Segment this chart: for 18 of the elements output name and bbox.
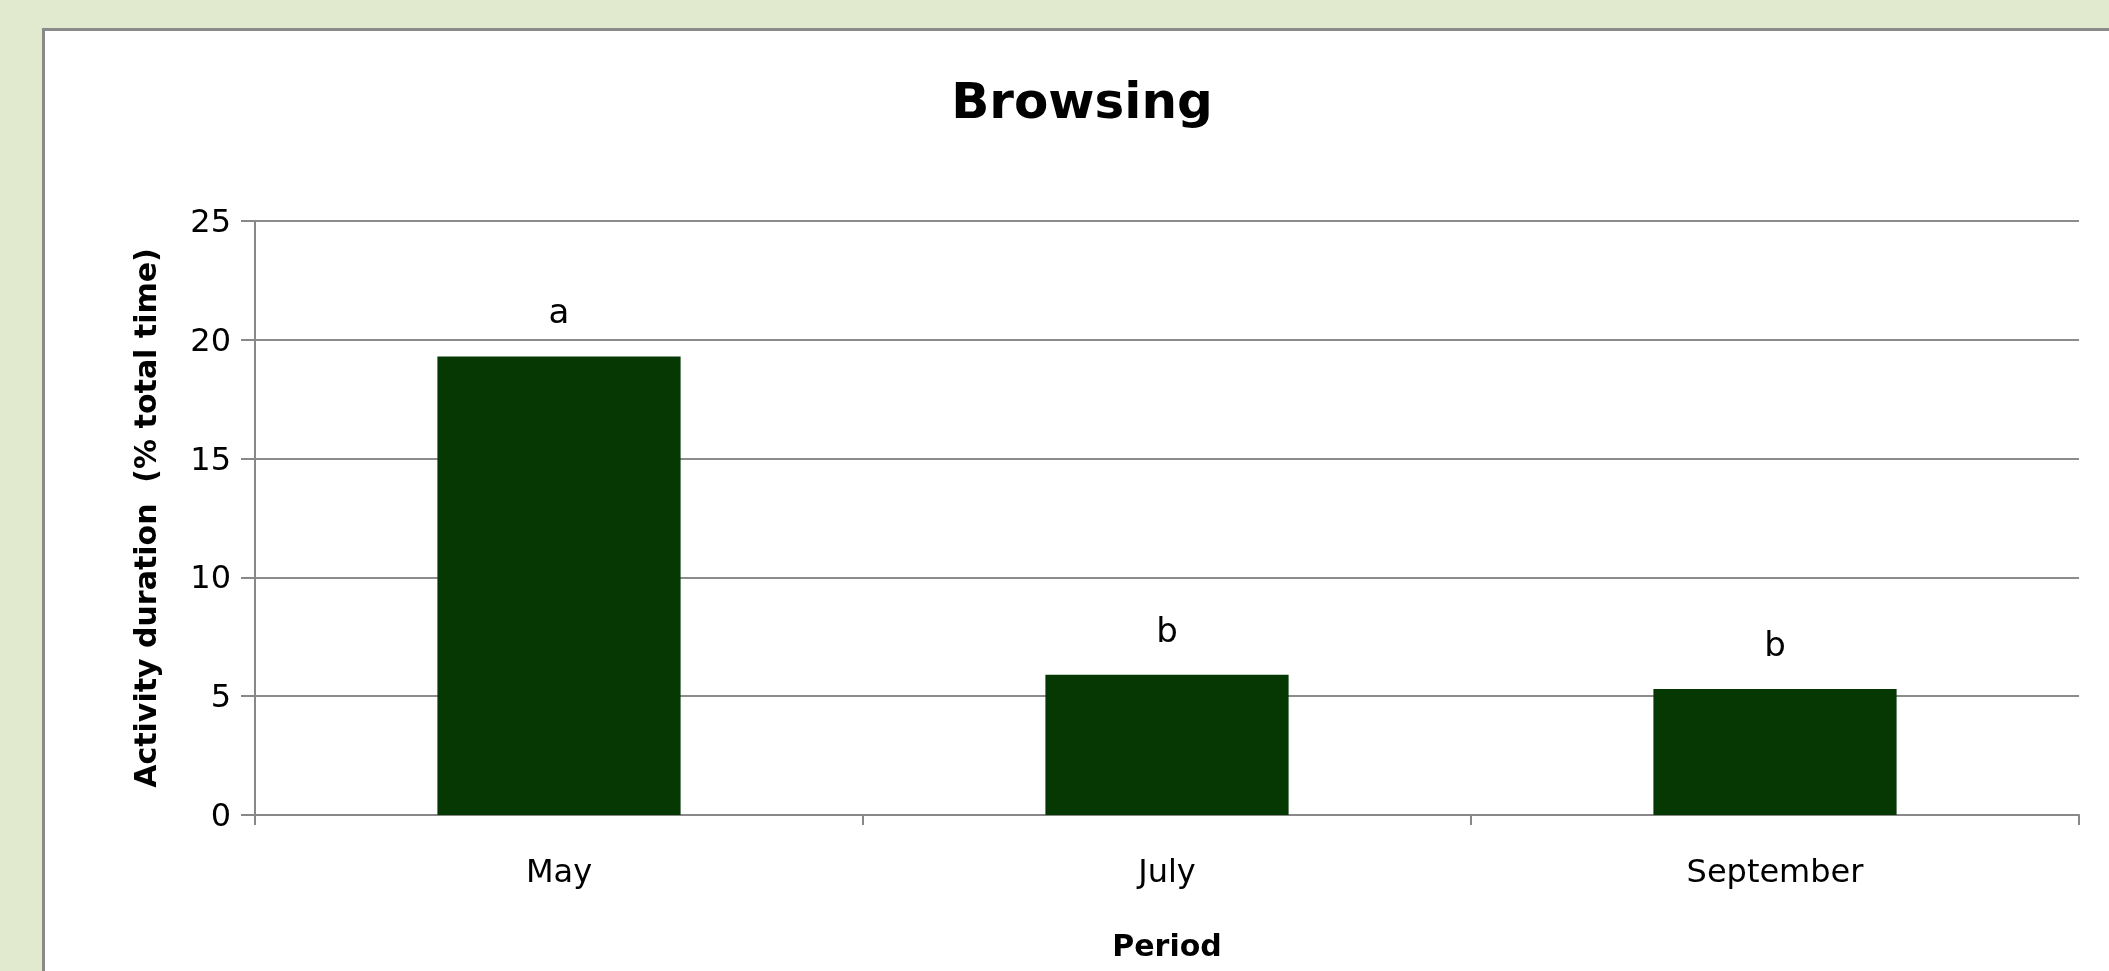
y-tick-label: 15 <box>190 439 231 478</box>
bar <box>1045 674 1289 815</box>
y-tick-label: 10 <box>190 558 231 597</box>
data-label: a <box>548 291 570 332</box>
y-tick-label: 0 <box>210 796 231 834</box>
x-axis-title: Period <box>1112 927 1222 963</box>
y-tick-label: 5 <box>210 677 231 716</box>
x-tick-label: May <box>525 852 593 890</box>
y-tick-label: 25 <box>190 202 231 240</box>
x-tick-label: July <box>1136 852 1196 890</box>
x-tick-label: September <box>1686 852 1865 890</box>
data-label: b <box>1764 624 1786 665</box>
bar <box>1653 689 1897 815</box>
data-label: b <box>1156 609 1178 650</box>
y-tick-label: 20 <box>190 320 231 359</box>
y-axis-title: Activity duration (% total time) <box>127 248 163 788</box>
chart-title: Browsing <box>951 72 1213 130</box>
bar <box>437 356 681 815</box>
